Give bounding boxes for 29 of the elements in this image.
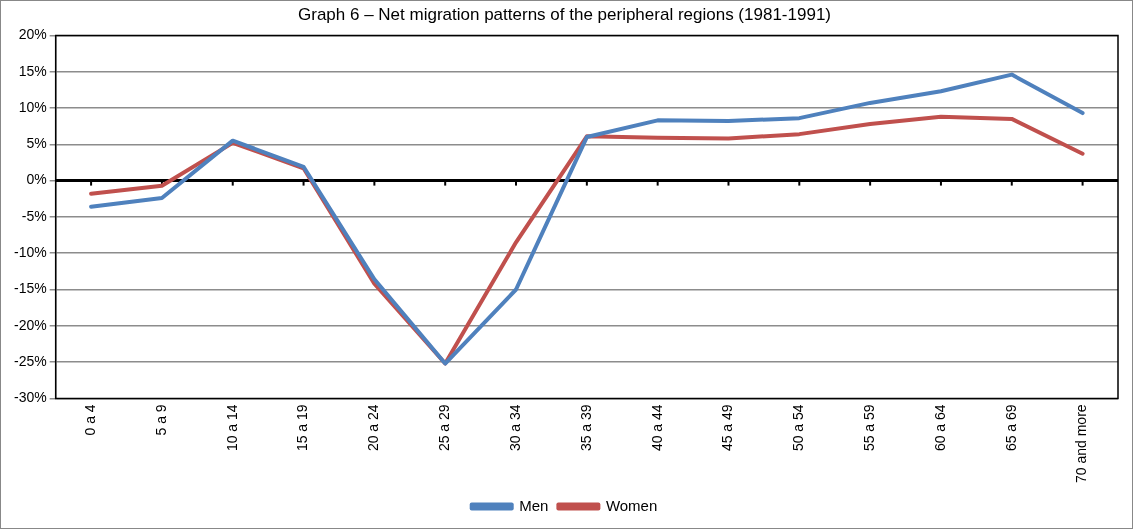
x-tick-label: 5 a 9 <box>152 404 169 436</box>
x-tick-label: 30 a 34 <box>506 404 523 452</box>
legend-label: Men <box>519 496 549 514</box>
x-tick-label: 65 a 69 <box>1002 404 1019 452</box>
chart-title: Graph 6 – Net migration patterns of the peripheral regions (1981-1991) <box>298 4 831 24</box>
x-tick-label: 15 a 19 <box>294 404 311 452</box>
x-tick-label: 70 and more <box>1073 404 1090 483</box>
x-tick-label: 45 a 49 <box>719 404 736 452</box>
x-tick-label: 25 a 29 <box>436 404 453 452</box>
x-tick-label: 40 a 44 <box>648 404 665 452</box>
x-tick-label: 0 a 4 <box>81 404 98 436</box>
y-tick-label: -20% <box>14 316 47 333</box>
x-tick-label: 50 a 54 <box>790 404 807 452</box>
x-tick-label: 10 a 14 <box>223 404 240 452</box>
y-tick-label: -5% <box>21 207 47 224</box>
x-tick-label: 60 a 64 <box>931 404 948 452</box>
x-tick-label: 35 a 39 <box>577 404 594 452</box>
legend-label: Women <box>605 496 658 514</box>
y-tick-label: -30% <box>14 389 47 406</box>
y-tick-label: 5% <box>26 135 47 152</box>
y-tick-label: -15% <box>14 280 47 297</box>
y-tick-label: -10% <box>14 244 47 261</box>
y-tick-label: -25% <box>14 352 47 369</box>
y-tick-label: 15% <box>18 62 47 79</box>
y-tick-label: 20% <box>18 26 47 43</box>
y-tick-label: 0% <box>26 171 47 188</box>
x-tick-label: 55 a 59 <box>860 404 877 452</box>
x-tick-label: 20 a 24 <box>365 404 382 452</box>
y-tick-label: 10% <box>18 98 47 115</box>
